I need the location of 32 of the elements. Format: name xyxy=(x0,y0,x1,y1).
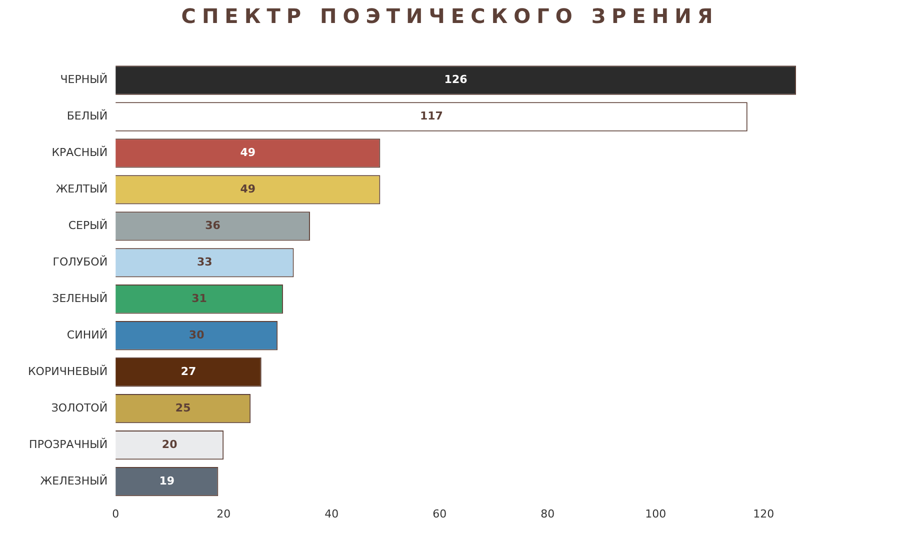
x-tick-label: 20 xyxy=(216,507,231,520)
data-label: 30 xyxy=(188,328,205,342)
data-label: 33 xyxy=(197,256,212,269)
y-tick-label: ЖЕЛТЫЙ xyxy=(56,182,108,196)
data-label: 49 xyxy=(240,182,256,196)
data-label: 36 xyxy=(205,219,221,232)
y-tick-label: КРАСНЫЙ xyxy=(52,145,108,160)
x-tick-label: 60 xyxy=(432,507,447,520)
y-tick-label: ПРОЗРАЧНЫЙ xyxy=(29,436,108,451)
y-tick-label: ГОЛУБОЙ xyxy=(52,254,108,269)
y-tick-label: ЖЕЛЕЗНЫЙ xyxy=(40,473,108,488)
x-tick-label: 120 xyxy=(753,507,774,520)
x-tick-label: 80 xyxy=(540,507,555,520)
y-tick-label: ЗЕЛЕНЫЙ xyxy=(52,291,108,305)
data-label: 25 xyxy=(175,401,191,414)
x-tick-label: 100 xyxy=(645,507,666,520)
data-label: 20 xyxy=(162,438,178,451)
y-tick-label: КОРИЧНЕВЫЙ xyxy=(28,364,108,378)
data-label: 49 xyxy=(240,146,256,160)
y-tick-label: СИНИЙ xyxy=(66,327,108,342)
chart-title: СПЕКТР ПОЭТИЧЕСКОГО ЗРЕНИЯ xyxy=(180,4,720,28)
data-label: 31 xyxy=(192,292,207,305)
data-label: 126 xyxy=(444,73,468,86)
y-tick-label: ЧЕРНЫЙ xyxy=(60,72,108,86)
x-tick-label: 0 xyxy=(112,507,120,520)
y-tick-label: БЕЛЫЙ xyxy=(66,108,108,123)
y-tick-label: ЗОЛОТОЙ xyxy=(51,400,108,414)
x-tick-label: 40 xyxy=(324,507,339,520)
y-tick-label: СЕРЫЙ xyxy=(68,218,108,232)
data-label: 117 xyxy=(420,110,443,123)
data-label: 19 xyxy=(159,474,175,488)
data-label: 27 xyxy=(180,364,196,378)
